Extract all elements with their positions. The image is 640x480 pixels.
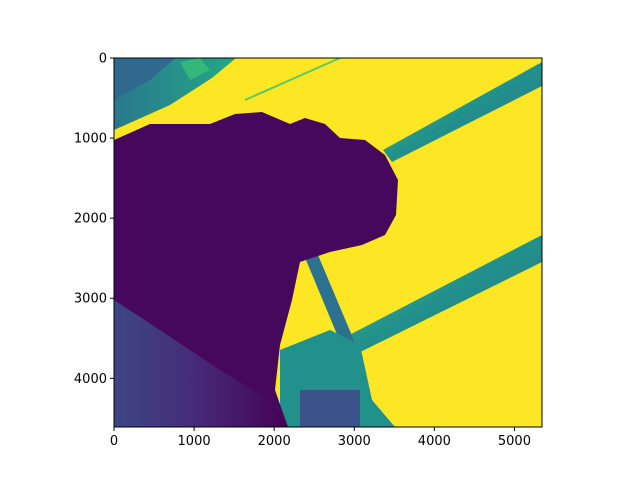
heatmap-line-upper: [244, 58, 341, 101]
x-tick-label: 0: [110, 434, 118, 449]
x-axis: 0 1000 2000 3000 4000 5000: [110, 427, 531, 449]
y-tick-label: 3000: [74, 292, 107, 307]
y-axis: 0 1000 2000 3000 4000: [74, 52, 114, 387]
heatmap-region-bottom-left: [114, 300, 288, 427]
heatmap-region-topleft-dark: [114, 58, 175, 100]
heatmap-region-post: [306, 255, 358, 356]
x-tick-label: 3000: [338, 434, 371, 449]
y-tick-label: 2000: [74, 212, 107, 227]
heatmap-region-topleft-strip: [180, 58, 210, 80]
y-tick-label: 1000: [74, 132, 107, 147]
plot-frame: [113, 57, 543, 428]
plot-area: [114, 58, 542, 427]
heatmap-region-rail-upper: [383, 62, 542, 162]
heatmap-region-rail-lower: [330, 235, 542, 362]
y-tick-label: 0: [99, 52, 107, 67]
x-tick-label: 2000: [258, 434, 291, 449]
x-tick-label: 4000: [418, 434, 451, 449]
x-tick-label: 1000: [178, 434, 211, 449]
y-tick-label: 4000: [74, 372, 107, 387]
heatmap-region-bottom-block: [300, 390, 360, 427]
x-tick-label: 5000: [498, 434, 531, 449]
